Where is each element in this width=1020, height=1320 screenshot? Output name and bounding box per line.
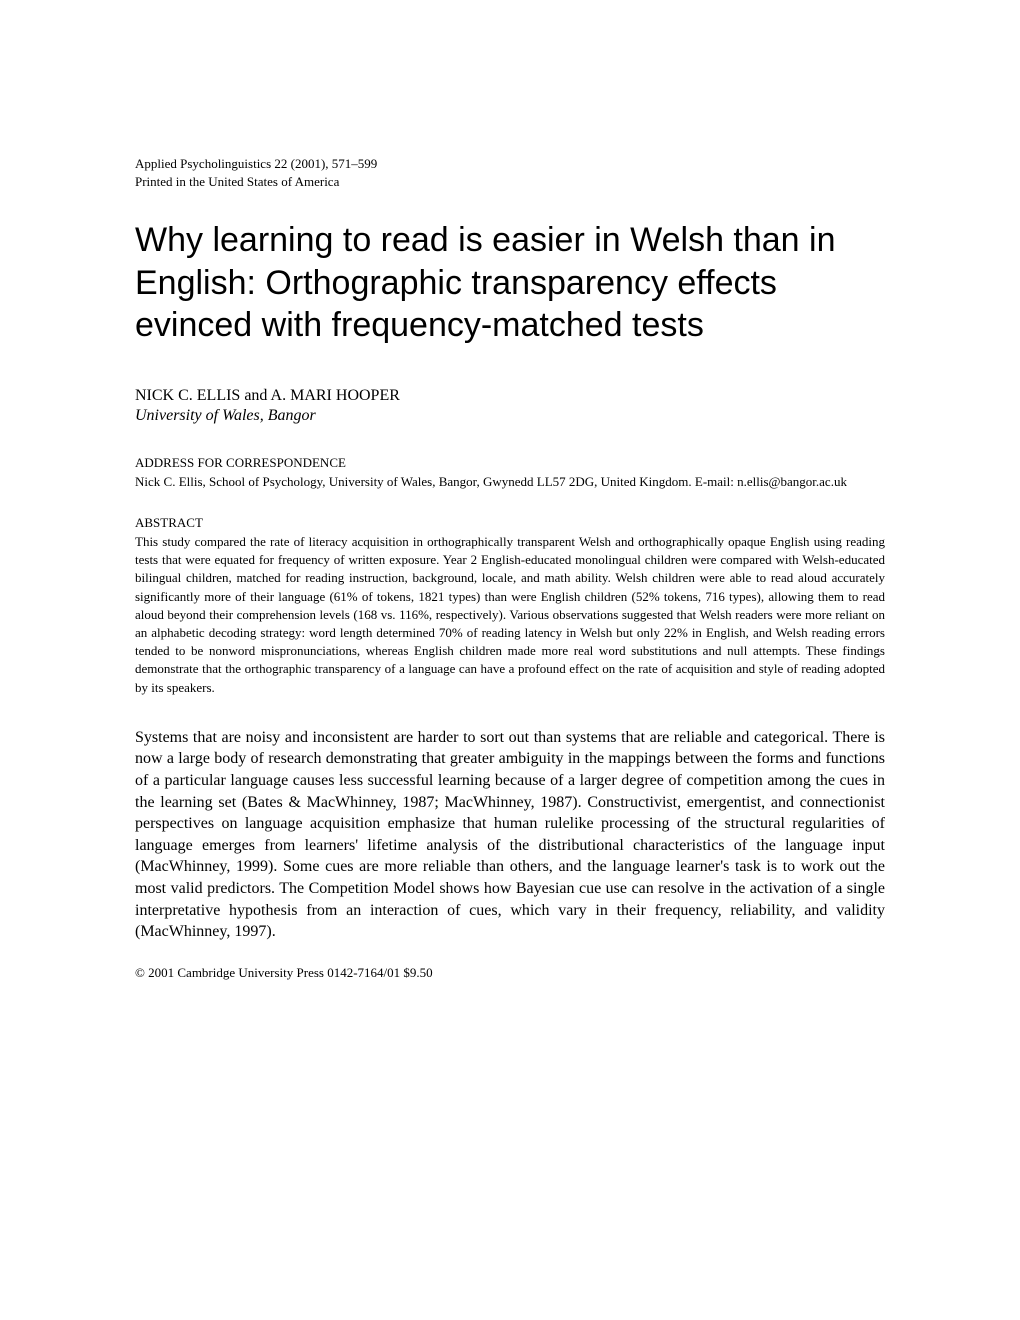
journal-citation: Applied Psycholinguistics 22 (2001), 571… [135, 155, 885, 173]
correspondence-heading: ADDRESS FOR CORRESPONDENCE [135, 455, 885, 471]
abstract-heading: ABSTRACT [135, 515, 885, 531]
article-title: Why learning to read is easier in Welsh … [135, 219, 885, 347]
authors: NICK C. ELLIS and A. MARI HOOPER [135, 387, 885, 405]
affiliation: University of Wales, Bangor [135, 407, 885, 425]
journal-info: Applied Psycholinguistics 22 (2001), 571… [135, 155, 885, 191]
correspondence-text: Nick C. Ellis, School of Psychology, Uni… [135, 473, 885, 491]
copyright: © 2001 Cambridge University Press 0142-7… [135, 965, 885, 981]
abstract-text: This study compared the rate of literacy… [135, 533, 885, 697]
journal-printed: Printed in the United States of America [135, 173, 885, 191]
body-paragraph: Systems that are noisy and inconsistent … [135, 727, 885, 943]
